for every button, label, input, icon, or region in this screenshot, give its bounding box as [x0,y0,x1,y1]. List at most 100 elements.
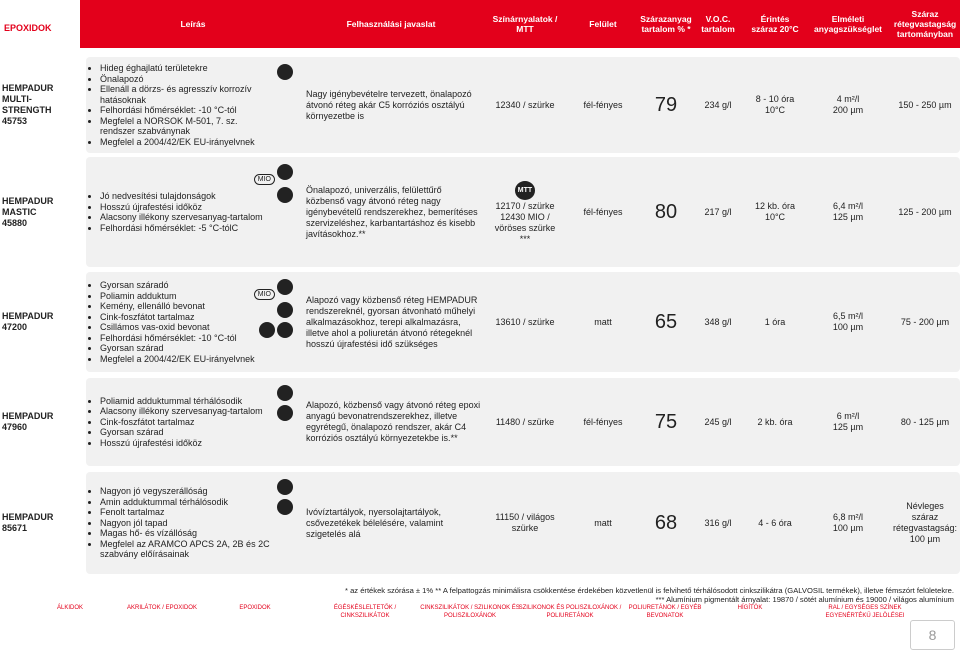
voc: 316 g/l [704,517,732,528]
row-background [86,272,960,372]
coverage-line: 6 m²/l [836,411,860,421]
feature-list: Hideg éghajlatú területekreÖnalapozóElle… [90,63,270,147]
header-cell: Felület [566,0,640,48]
usage: Alapozó vagy közbenső réteg HEMPADUR ren… [306,294,478,349]
color-line: 12430 MIO / [500,211,550,222]
nav-item: SZILIKONOK ÉS POLISZILOXÁNOK / POLIURETÁ… [518,605,622,619]
badge: MIO [253,174,275,185]
icons [250,384,294,424]
feature: Alacsony illékony szervesanyag-tartalom [100,212,263,223]
feature: Csillámos vas-oxid bevonat [100,322,255,333]
feature: Kemény, ellenálló bevonat [100,301,255,312]
thickness: 150 - 250 µm [898,99,952,110]
coverage-line: 200 µm [832,105,864,115]
feature: Hosszú újrafestési időköz [100,202,263,213]
name-line: HEMPADUR [2,311,54,321]
solids: 75 [654,410,678,433]
row-background [86,472,960,574]
feature: Gyorsan szárad [100,343,255,354]
surface: fél-fényes [583,206,623,217]
nav-item: ÉGÉSKÉSLELTETŐK / CINKSZILIKÁTOK [333,605,397,619]
icons [250,478,294,518]
section-label: EPOXIDOK [4,22,52,33]
coverage-line: 100 µm [832,523,864,533]
feature: Megfelel a NORSOK M-501, 7. sz. rendszer… [100,116,270,137]
coverage-line: 6,8 m²/l [832,512,863,522]
coverage: 6,8 m²/l 100 µm [806,472,890,574]
touch-dry: 1 óra [744,272,806,372]
color-line: 11480 / szürke [495,416,555,427]
voc: 245 g/l [704,416,732,427]
header-cell: Érintés száraz 20°C [744,0,806,48]
color: 11480 / szürke [484,378,566,466]
color-line: *** [519,233,531,244]
badge: MIO [253,289,275,300]
surface: fél-fényes [583,99,623,110]
voc: 217 g/l [704,206,732,217]
usage: Önalapozó, univerzális, felülettűrő közb… [306,184,478,239]
feature: Alacsony illékony szervesanyag-tartalom [100,406,263,417]
header-cell: Leírás [88,0,298,48]
color-line: vöröses szürke [494,222,556,233]
feature: Felhordási hőmérséklet: -10 °C-tól [100,333,255,344]
name-line: 47960 [2,422,28,432]
icons [250,63,294,83]
coverage-line: 6,5 m²/l [832,311,863,321]
mtt-badge: MTT [514,180,536,200]
name-line: MULTI- [2,94,32,104]
coverage: 6,4 m²/l 125 µm [806,157,890,267]
coverage-line: 100 µm [832,322,864,332]
features: Poliamid adduktummal térhálósodikAlacson… [90,378,270,466]
feature: Megfelel a 2004/42/EK EU-irányelvnek [100,354,255,365]
icons: MIO [250,163,294,206]
touch-line: 10°C [764,212,786,222]
usage: Ivóvíztartályok, nyersolajtartályok, cső… [306,506,444,539]
color-line: 13610 / szürke [495,316,555,327]
icon [277,64,293,80]
feature: Fenolt tartalmaz [100,507,270,518]
name-line: HEMPADUR [2,411,54,421]
thickness: 80 - 125 µm [900,416,950,427]
feature: Megfelel az ARAMCO APCS 2A, 2B és 2C sza… [100,539,270,560]
header-cell: V.O.C. tartalom [692,0,744,48]
color: 13610 / szürke [484,272,566,372]
feature: Jó nedvesítési tulajdonságok [100,191,263,202]
features: Jó nedvesítési tulajdonságokHosszú újraf… [90,157,270,267]
feature: Cink-foszfátot tartalmaz [100,417,263,428]
row-background [86,57,960,153]
name-line: 45880 [2,217,28,228]
feature: Cink-foszfátot tartalmaz [100,312,255,323]
feature: Poliamid adduktummal térhálósodik [100,396,263,407]
voc: 348 g/l [704,316,732,327]
coverage: 4 m²/l 200 µm [806,57,890,153]
header-cell: Felhasználási javaslat [300,0,482,48]
header-cell: Szárazanyag tartalom % * [640,0,692,48]
color: MTT 12170 / szürke 12430 MIO / vöröses szür… [484,157,566,267]
product-name: HEMPADUR 47960 [2,378,82,466]
footnote: * az értékek szórása ± 1% ** A felpattog… [345,586,954,595]
touch-dry: 12 kb. óra 10°C [744,157,806,267]
header-cell: Színárnyalatok / MTT [484,0,566,48]
surface: matt [594,316,612,327]
name-line: 47200 [2,322,28,332]
header-cell: Elméleti anyagszükséglet [806,0,890,48]
color: 11150 / világos szürke [484,472,566,574]
name-line: 45753 [2,116,28,126]
footnote: *** Alumínium pigmentált árnyalat: 19870… [655,595,954,604]
color-line: 12170 / szürke [495,200,555,211]
product-name: HEMPADUR MULTI- STRENGTH 45753 [2,57,82,153]
feature-list: Poliamid adduktummal térhálósodikAlacson… [90,396,263,449]
usage: Alapozó, közbenső vagy átvonó réteg epox… [306,400,481,443]
feature: Poliamin adduktum [100,291,255,302]
coverage-line: 125 µm [832,422,864,432]
thickness: Névleges száraz rétegvastagság: 100 µm [892,501,958,544]
name-line: HEMPADUR [2,83,54,93]
nav-item: HÍGÍTÓK [737,605,763,611]
product-name: HEMPADUR 47200 [2,272,82,372]
feature: Nagyon jól tapad [100,518,270,529]
feature: Felhordási hőmérséklet: -10 °C-tól [100,105,270,116]
usage: Nagy igénybevételre tervezett, önalapozó… [306,88,472,121]
product-name: HEMPADUR MASTIC 45880 [2,157,82,267]
nav-item: EPOXIDOK [239,605,271,611]
